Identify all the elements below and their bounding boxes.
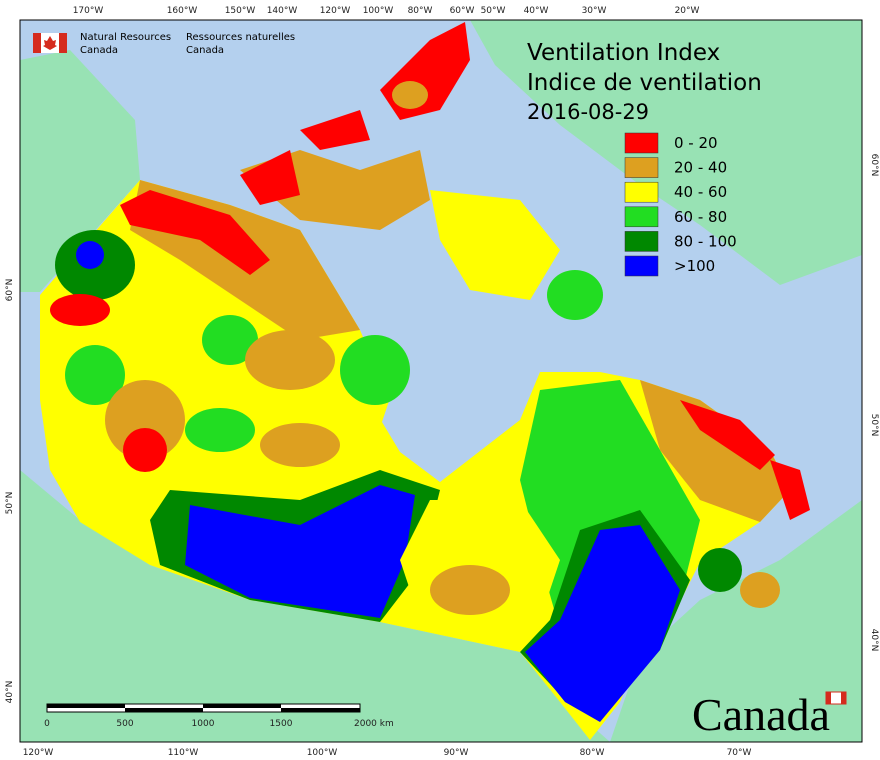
zone (547, 270, 603, 320)
zone (202, 315, 258, 365)
bottom-label: 120°W (23, 748, 54, 758)
top-label: 120°W (320, 6, 351, 16)
legend: 0 - 20 20 - 40 40 - 60 60 - 80 80 - 100 >100 (624, 132, 737, 277)
top-label: 140°W (267, 6, 298, 16)
newfoundland (770, 460, 810, 520)
scale-seg (281, 708, 360, 712)
zone (392, 81, 428, 109)
maple-leaf (43, 36, 57, 50)
top-label: 60°W (450, 6, 475, 16)
scale-seg (47, 704, 125, 708)
legend-swatch (624, 231, 659, 252)
bottom-label: 90°W (444, 748, 469, 758)
zone (76, 241, 104, 269)
legend-label: 40 - 60 (674, 183, 727, 201)
wordmark: Canada (692, 689, 847, 740)
scale-seg (125, 708, 203, 712)
scale-label: 0 (44, 719, 50, 729)
logo-text: Canada (80, 45, 118, 56)
top-label: 170°W (73, 6, 104, 16)
usa-west (20, 470, 610, 742)
top-label: 20°W (675, 6, 700, 16)
greenland (470, 20, 862, 285)
title: Ventilation Index (527, 40, 720, 66)
legend-label: 0 - 20 (674, 134, 718, 152)
scale-label: 1500 (270, 719, 293, 729)
zone-blue-ontario (525, 525, 680, 722)
legend-label: >100 (674, 257, 715, 275)
zone-orange-labrador (640, 380, 790, 522)
left-label: 60°N (5, 279, 15, 302)
hudson-bay (382, 332, 515, 482)
scale-label: 500 (116, 719, 133, 729)
flag-bar (33, 33, 41, 53)
title: Indice de ventilation (527, 70, 762, 96)
zone (340, 335, 410, 405)
bottom-label: 80°W (580, 748, 605, 758)
bottom-label: 110°W (168, 748, 199, 758)
zone-red-labrador (680, 400, 775, 470)
right-label: 40°N (869, 629, 879, 652)
zone (123, 428, 167, 472)
graticule-labels: 170°W 160°W 150°W 140°W 120°W 100°W 80°W 60°W 50… (5, 6, 879, 758)
zone (185, 408, 255, 452)
scale-label: 1000 (192, 719, 215, 729)
scale-seg (203, 704, 281, 708)
top-label: 40°W (524, 6, 549, 16)
arctic-islands-red (300, 110, 370, 150)
map-frame (19, 19, 863, 743)
top-label: 50°W (481, 6, 506, 16)
top-label: 30°W (582, 6, 607, 16)
flag-bar (841, 692, 846, 704)
legend-swatch (624, 132, 659, 154)
alaska (20, 50, 140, 292)
logo-text: Ressources naturelles (186, 32, 295, 43)
baffin-yellow (430, 190, 560, 300)
legend-swatch (624, 255, 659, 277)
logo-text: Natural Resources (80, 32, 171, 43)
zone (50, 294, 110, 326)
zone (260, 423, 340, 467)
scale-label: 2000 km (354, 719, 394, 729)
legend-label: 80 - 100 (674, 232, 737, 250)
left-label: 40°N (5, 681, 15, 704)
zone (245, 330, 335, 390)
right-label: 60°N (869, 154, 879, 177)
zone (430, 565, 510, 615)
map-area (19, 19, 863, 743)
wordmark-text: Canada (692, 689, 830, 740)
legend-swatch (624, 206, 659, 228)
zone (105, 380, 185, 460)
usa-east (610, 500, 862, 742)
legend-swatch (624, 181, 659, 203)
zone (740, 572, 780, 608)
zone (65, 345, 125, 405)
date: 2016-08-29 (527, 100, 649, 124)
flag-bar (59, 33, 67, 53)
bottom-label: 70°W (727, 748, 752, 758)
top-label: 160°W (167, 6, 198, 16)
flag-bar (826, 692, 831, 704)
scale-bar: 0 500 1000 1500 2000 km (44, 703, 394, 729)
legend-swatch (624, 157, 659, 178)
legend-label: 20 - 40 (674, 159, 727, 177)
zone-blue-prairie (185, 485, 415, 618)
arctic-islands-red (240, 150, 300, 205)
zone-red-coast (120, 190, 270, 275)
right-label: 50°N (869, 414, 879, 437)
logo-text: Canada (186, 45, 224, 56)
logo: Natural Resources Canada Ressources natu… (33, 32, 295, 56)
legend-label: 60 - 80 (674, 208, 727, 226)
top-label: 80°W (408, 6, 433, 16)
bottom-label: 100°W (307, 748, 338, 758)
left-label: 50°N (5, 492, 15, 515)
zone (698, 548, 742, 592)
top-label: 100°W (363, 6, 394, 16)
top-label: 150°W (225, 6, 256, 16)
